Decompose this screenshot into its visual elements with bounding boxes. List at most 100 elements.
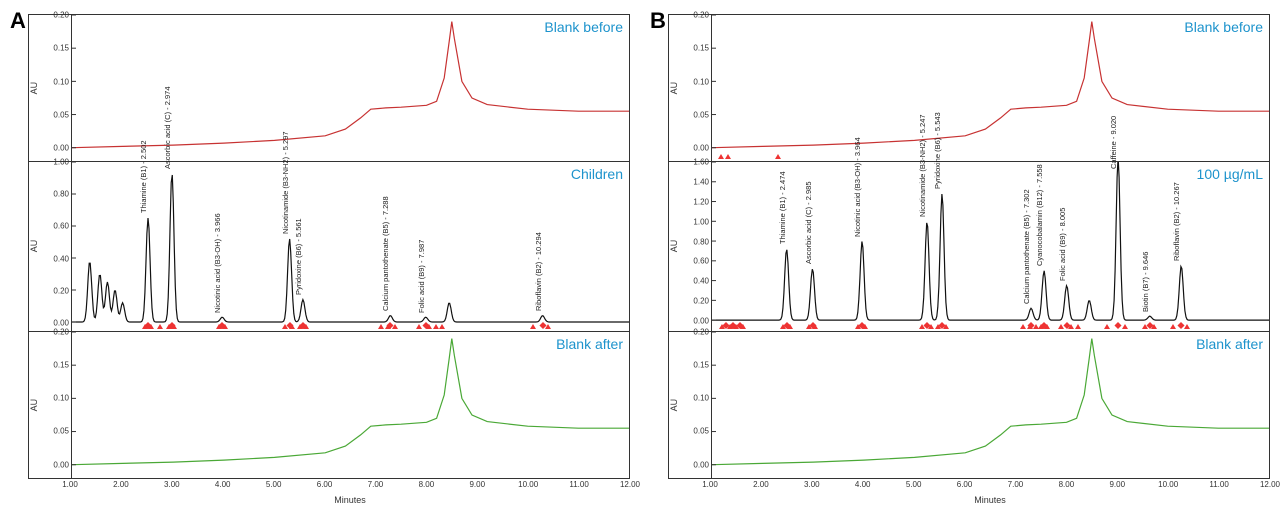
y-ticks: 0.000.050.100.150.20: [683, 15, 711, 161]
charts-column: AU0.000.050.100.150.20Blank beforeAU0.00…: [28, 14, 630, 479]
y-tick: 0.20: [693, 327, 709, 336]
x-tick: 8.00: [1059, 480, 1075, 489]
x-tick: 3.00: [804, 480, 820, 489]
peak-label: Calcium pantothenate (B5) - 7.302: [1022, 189, 1031, 304]
trace-svg: [712, 162, 1269, 330]
y-tick: 0.00: [693, 460, 709, 469]
marker-triangle: [416, 324, 422, 329]
x-tick: 1.00: [702, 480, 718, 489]
y-tick: 0.10: [693, 394, 709, 403]
marker-triangle: [157, 324, 163, 329]
peak-label: Pyridoxine (B6) - 5.543: [933, 112, 942, 189]
y-tick: 0.00: [693, 316, 709, 325]
plot-area: ChildrenThiamine (B1) - 2.502Ascorbic ac…: [71, 162, 629, 330]
marker-triangle: [1104, 324, 1110, 329]
y-ticks: 0.000.050.100.150.20: [43, 15, 71, 161]
y-tick: 1.00: [53, 158, 69, 167]
y-tick: 0.00: [693, 144, 709, 153]
y-tick: 1.20: [693, 197, 709, 206]
chart-row: AU0.000.050.100.150.20Blank before: [29, 15, 629, 161]
x-tick: 1.00: [62, 480, 78, 489]
chart-row: AU0.000.200.400.600.801.001.201.401.6010…: [669, 161, 1269, 330]
trace-legend: 100 µg/mL: [1197, 166, 1263, 182]
y-tick: 0.15: [53, 360, 69, 369]
y-tick: 1.00: [693, 217, 709, 226]
peak-label: Folic acid (B9) - 7.987: [417, 239, 426, 312]
x-tick: 5.00: [266, 480, 282, 489]
marker-triangle: [718, 154, 724, 159]
plot-area: 100 µg/mL Thiamine (B1) - 2.474 Ascorbic a…: [711, 162, 1269, 330]
y-tick: 0.80: [53, 190, 69, 199]
peak-label: Calcium pantothenate (B5) - 7.288: [381, 197, 390, 312]
y-tick: 0.05: [693, 427, 709, 436]
plot-area: Blank before: [71, 15, 629, 161]
peak-label: Ascorbic acid (C) - 2.985: [804, 182, 813, 265]
x-tick: 9.00: [1109, 480, 1125, 489]
y-tick: 0.05: [693, 110, 709, 119]
y-tick: 0.10: [53, 394, 69, 403]
y-tick: 0.80: [693, 237, 709, 246]
x-tick: 7.00: [1008, 480, 1024, 489]
y-tick: 1.40: [693, 178, 709, 187]
x-ticks: 1.002.003.004.005.006.007.008.009.0010.0…: [710, 479, 1270, 495]
peak-label: Folic acid (B9) - 8.005: [1058, 208, 1067, 281]
x-tick: 11.00: [1209, 480, 1228, 489]
trace-legend: Blank after: [1196, 336, 1263, 352]
y-axis-label: AU: [29, 332, 43, 478]
x-tick: 11.00: [569, 480, 588, 489]
x-tick: 12.00: [620, 480, 640, 489]
marker-triangle: [378, 324, 384, 329]
chart-row: AU0.000.200.400.600.801.00ChildrenThiami…: [29, 161, 629, 330]
trace-legend: Children: [571, 166, 623, 182]
y-tick: 0.20: [53, 11, 69, 20]
chart-row: AU0.000.050.100.150.20Blank before: [669, 15, 1269, 161]
y-tick: 0.20: [693, 11, 709, 20]
y-tick: 0.20: [53, 286, 69, 295]
y-axis-label: AU: [669, 162, 683, 330]
chart-row: AU0.000.050.100.150.20Blank after: [669, 331, 1269, 478]
peak-label: Nicotinic acid (B3-OH) - 3.966: [213, 213, 222, 313]
x-tick: 8.00: [419, 480, 435, 489]
x-tick: 4.00: [855, 480, 871, 489]
y-tick: 0.15: [693, 44, 709, 53]
peak-label: Nicotinamide (B3-NH2) - 5.247: [918, 114, 927, 217]
marker-triangle: [439, 324, 445, 329]
peak-label: Thiamine (B1) - 2.502: [139, 141, 148, 214]
x-tick: 2.00: [113, 480, 129, 489]
charts-column: AU 0.00 0.05 0.10 0.15 0.20 Blank before AU 0.00…: [668, 14, 1270, 479]
y-tick: 0.00: [53, 144, 69, 153]
panel-letter: A: [10, 8, 26, 34]
y-tick: 0.40: [693, 277, 709, 286]
x-axis-label: Minutes: [710, 495, 1270, 505]
peak-label: Nicotinamide (B3-NH2) - 5.297: [281, 132, 290, 235]
y-axis-label: AU: [669, 332, 683, 478]
trace-svg: [72, 332, 629, 478]
panel-A: AAU0.000.050.100.150.20Blank beforeAU0.0…: [10, 10, 630, 505]
y-axis-label: AU: [29, 15, 43, 161]
y-ticks: 0.000.050.100.150.20: [683, 332, 711, 478]
trace-svg: [72, 162, 629, 330]
chart-row: AU0.000.050.100.150.20Blank after: [29, 331, 629, 478]
x-tick: 10.00: [518, 480, 538, 489]
y-tick: 0.20: [53, 327, 69, 336]
x-axis-label: Minutes: [70, 495, 630, 505]
y-ticks: 0.000.200.400.600.801.001.201.401.60: [683, 162, 711, 330]
marker-triangle: [1122, 324, 1128, 329]
marker-triangle: [725, 154, 731, 159]
y-tick: 0.10: [53, 77, 69, 86]
marker-triangle: [775, 154, 781, 159]
trace-legend: Blank before: [1184, 19, 1263, 35]
peak-label: Riboflavin (B2) - 10.267: [1172, 182, 1181, 261]
x-tick: 10.00: [1158, 480, 1178, 489]
peak-label: Pyridoxine (B6) - 5.561: [294, 218, 303, 295]
x-tick: 5.00: [906, 480, 922, 489]
x-tick: 3.00: [164, 480, 180, 489]
panel-letter: B: [650, 8, 666, 34]
y-tick: 0.05: [53, 110, 69, 119]
peak-label: Thiamine (B1) - 2.474: [778, 172, 787, 245]
peak-label: Ascorbic acid (C) - 2.974: [163, 87, 172, 170]
y-tick: 0.15: [693, 360, 709, 369]
peak-label: Nicotinic acid (B3-OH) - 3.964: [853, 137, 862, 237]
y-axis-label: AU: [29, 162, 43, 330]
marker-triangle: [530, 324, 536, 329]
